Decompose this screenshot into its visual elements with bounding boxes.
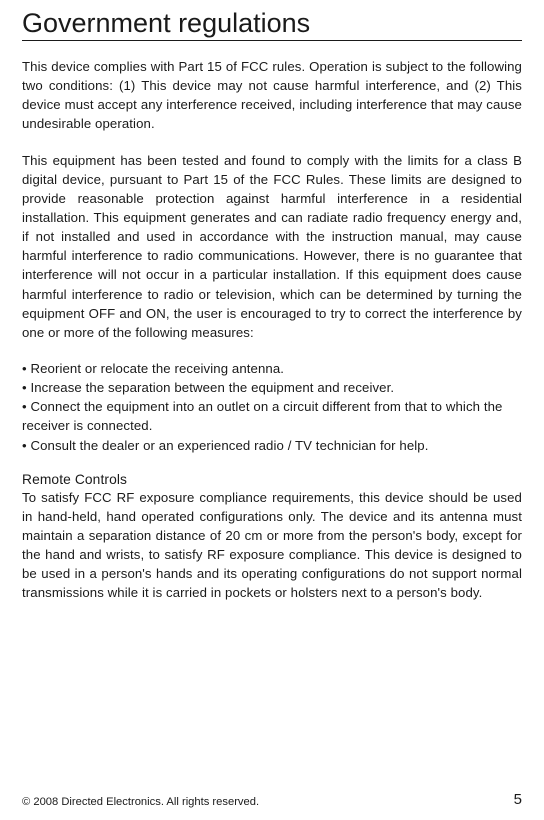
footer-copyright: © 2008 Directed Electronics. All rights …	[22, 796, 259, 808]
paragraph-compliance: This device complies with Part 15 of FCC…	[22, 57, 522, 134]
bullet-list: • Reorient or relocate the receiving ant…	[22, 359, 522, 455]
bullet-item: • Connect the equipment into an outlet o…	[22, 397, 522, 435]
bullet-item: • Increase the separation between the eq…	[22, 378, 522, 397]
paragraph-rf-exposure: To satisfy FCC RF exposure compliance re…	[22, 488, 522, 603]
page-footer: © 2008 Directed Electronics. All rights …	[22, 791, 522, 808]
bullet-item: • Consult the dealer or an experienced r…	[22, 436, 522, 455]
page-title: Government regulations	[22, 8, 522, 41]
bullet-item: • Reorient or relocate the receiving ant…	[22, 359, 522, 378]
page-number: 5	[514, 791, 522, 808]
paragraph-fcc-classb: This equipment has been tested and found…	[22, 151, 522, 342]
subheading-remote-controls: Remote Controls	[22, 472, 522, 487]
